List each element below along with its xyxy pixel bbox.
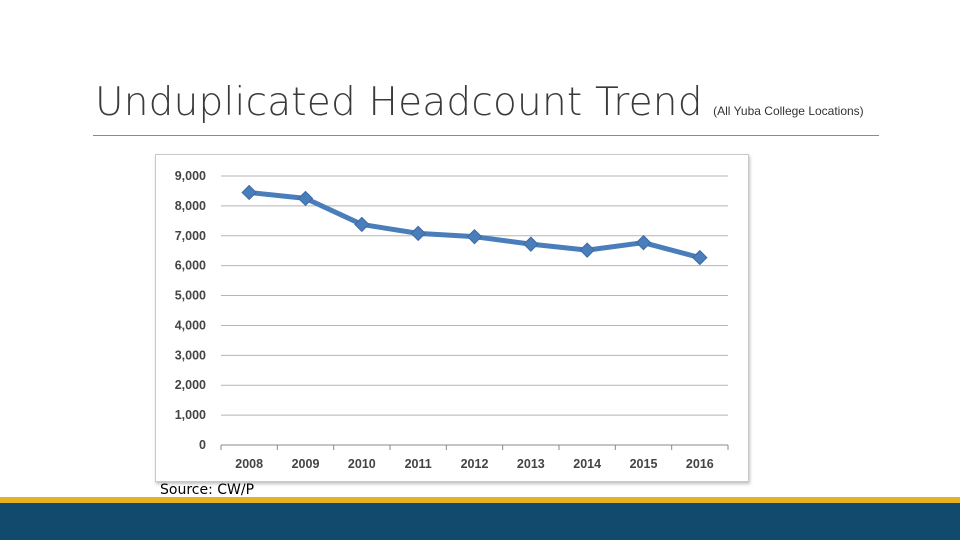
y-tick-label: 7,000 (175, 229, 206, 243)
data-point (410, 225, 426, 242)
data-point (635, 234, 652, 251)
y-tick-label: 3,000 (175, 348, 206, 362)
data-point (354, 216, 370, 233)
y-tick-label: 4,000 (175, 318, 206, 332)
chart-frame: 0 1,000 2,000 3,000 4,000 5,000 6,000 7,000 8,00… (155, 154, 749, 482)
data-point (297, 190, 314, 207)
x-tick-label: 2014 (573, 457, 601, 471)
y-tick-label: 2,000 (175, 378, 206, 392)
data-point (523, 236, 539, 252)
y-tick-label: 1,000 (175, 408, 206, 422)
y-tick-label: 6,000 (175, 259, 206, 273)
footer-gold-band (0, 497, 960, 503)
x-tick-label: 2013 (517, 457, 545, 471)
data-point (466, 228, 483, 245)
source-note: Source: CW/P (160, 482, 255, 498)
x-tick-label: 2009 (292, 457, 320, 471)
y-tick-label: 0 (199, 438, 206, 452)
y-tick-label: 8,000 (175, 199, 206, 213)
y-tick-label: 5,000 (175, 289, 206, 303)
slide-subtitle: (All Yuba College Locations) (713, 104, 864, 118)
slide-title: Unduplicated Headcount Trend (95, 80, 703, 125)
data-point (692, 249, 708, 266)
footer-navy-band (0, 503, 960, 540)
title-divider (93, 135, 879, 136)
data-point (579, 242, 595, 258)
y-tick-label: 9,000 (175, 169, 206, 183)
data-point (241, 184, 257, 201)
slide-title-row: Unduplicated Headcount Trend (All Yuba C… (95, 80, 880, 130)
x-tick-label: 2016 (686, 457, 714, 471)
headcount-line-chart: 0 1,000 2,000 3,000 4,000 5,000 6,000 7,000 8,00… (175, 169, 729, 471)
x-tick-label: 2008 (235, 457, 263, 471)
x-tick-label: 2011 (405, 457, 432, 471)
series-line (246, 189, 703, 261)
x-tick-label: 2010 (348, 457, 376, 471)
x-tick-label: 2012 (461, 457, 489, 471)
x-tick-label: 2015 (630, 457, 658, 471)
